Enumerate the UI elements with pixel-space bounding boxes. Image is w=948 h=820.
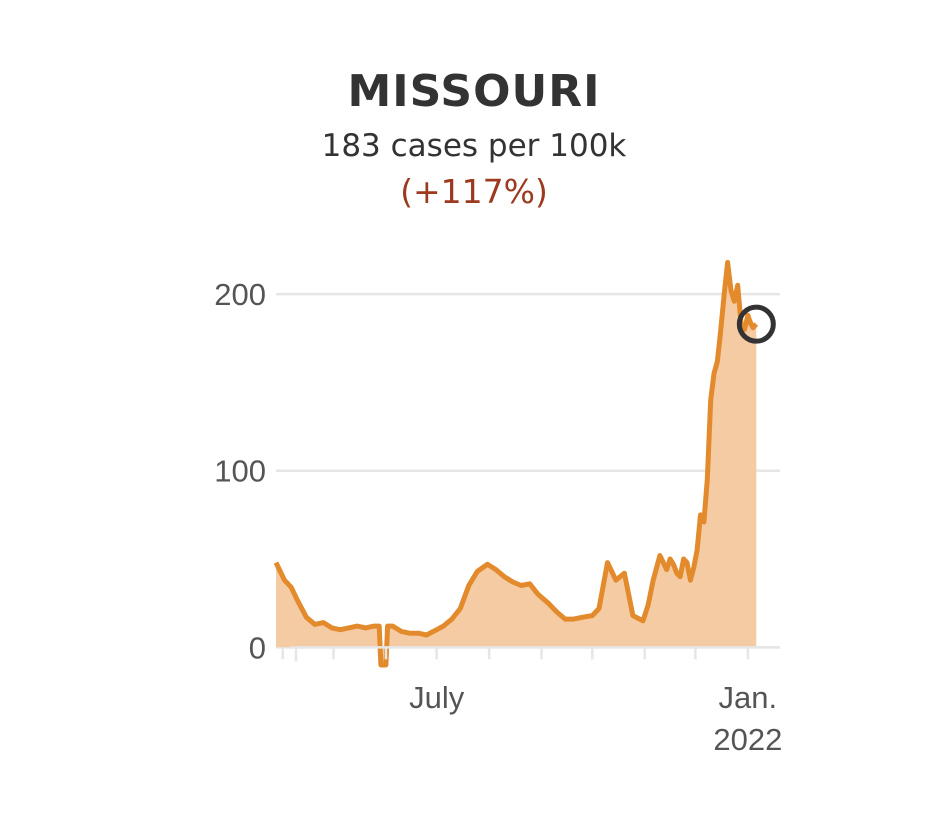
y-tick-label: 200: [214, 277, 266, 312]
cases-area: [276, 262, 757, 665]
y-axis-ticks: 0 100 200: [214, 277, 266, 665]
x-tick-sublabel: 2022: [713, 722, 782, 757]
chart-subtitle: 183 cases per 100k: [321, 128, 627, 164]
x-axis: July Jan. 2022: [281, 646, 782, 757]
chart-header: MISSOURI 183 cases per 100k (+117%): [0, 60, 948, 216]
latest-value-marker: [736, 304, 776, 344]
chart-title: MISSOURI: [347, 66, 601, 117]
y-tick-label: 0: [249, 630, 266, 665]
percent-change: (+117%): [400, 172, 548, 211]
x-tick-label: July: [409, 680, 465, 715]
x-tick-label: Jan.: [719, 680, 778, 715]
y-tick-label: 100: [214, 454, 266, 489]
cases-line: [273, 259, 759, 668]
